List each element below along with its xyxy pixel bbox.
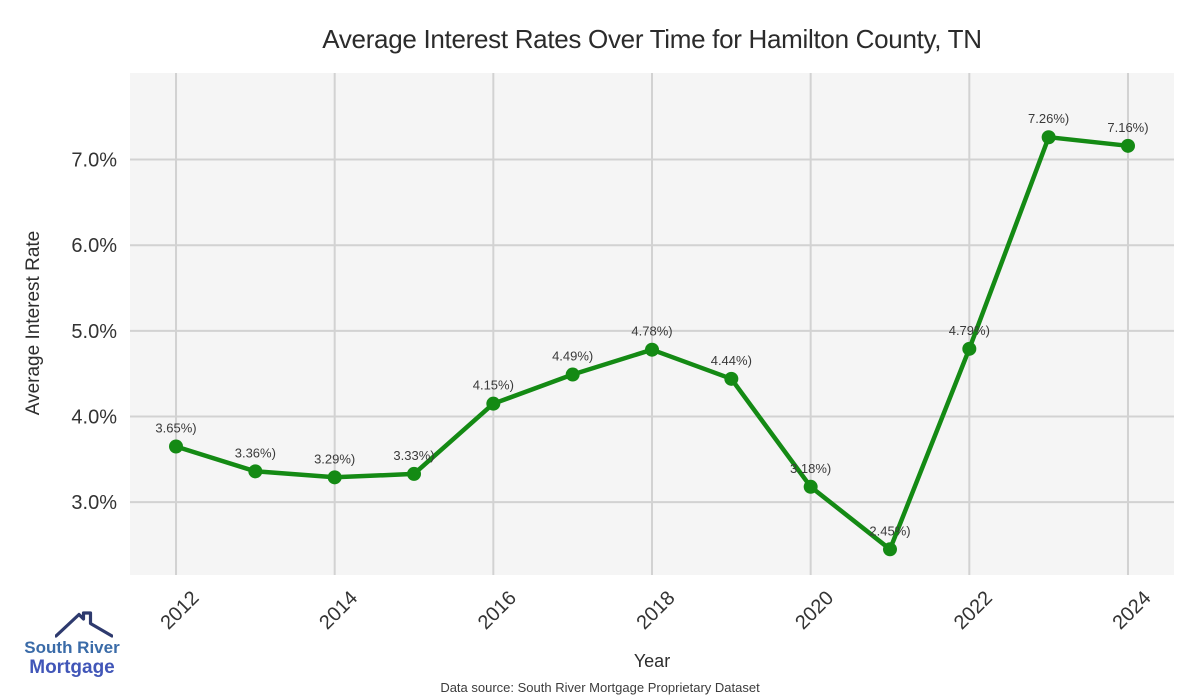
logo-text-line2: Mortgage [29, 656, 115, 678]
data-point-label-2023: 7.26%) [1028, 111, 1069, 126]
logo-text-line1: South River [24, 638, 120, 657]
x-tick-label-2014: 2014 [315, 587, 362, 634]
data-point-2023 [1041, 130, 1056, 145]
data-point-label-2022: 4.79%) [949, 323, 990, 338]
data-point-label-2014: 3.29%) [314, 451, 355, 466]
data-point-2022 [962, 341, 977, 356]
y-tick-label-7.0%: 7.0% [71, 150, 117, 172]
x-axis-title: Year [633, 651, 671, 671]
data-point-label-2017: 4.49%) [552, 349, 593, 364]
logo: South River Mortgage [22, 611, 122, 678]
house-roof-path [55, 611, 113, 638]
x-tick-label-2024: 2024 [1109, 587, 1156, 634]
x-tick-label-2012: 2012 [157, 587, 204, 634]
footer-datasource: Data source: South River Mortgage Propri… [440, 680, 760, 695]
data-point-label-2016: 4.15%) [473, 378, 514, 393]
y-tick-label-4.0%: 4.0% [71, 407, 117, 429]
data-point-label-2021: 2.45%) [869, 523, 910, 538]
data-point-2014 [327, 470, 342, 485]
y-tick-label-6.0%: 6.0% [71, 235, 117, 257]
data-point-label-2019: 4.44%) [711, 353, 752, 368]
x-tick-label-2020: 2020 [791, 587, 838, 634]
data-point-2018 [645, 342, 659, 357]
data-point-2020 [803, 479, 818, 494]
data-point-2015 [407, 466, 422, 481]
x-tick-label-2018: 2018 [633, 587, 680, 634]
data-point-label-2020: 3.18%) [790, 461, 831, 476]
data-point-2017 [565, 367, 580, 382]
house-roof-icon [55, 611, 113, 638]
y-tick-label-3.0%: 3.0% [71, 492, 117, 514]
y-tick-label-5.0%: 5.0% [71, 321, 117, 343]
data-point-label-2024: 7.16%) [1107, 120, 1148, 135]
chart-title: Average Interest Rates Over Time for Ham… [322, 24, 982, 54]
data-point-2024 [1120, 138, 1135, 153]
data-point-label-2012: 3.65%) [155, 421, 196, 436]
data-point-label-2018: 4.78%) [631, 324, 672, 339]
data-point-label-2015: 3.33%) [393, 448, 434, 463]
data-point-2012 [169, 439, 184, 454]
x-tick-label-2016: 2016 [474, 587, 521, 634]
data-point-2019 [724, 371, 739, 386]
data-point-2016 [486, 396, 501, 411]
x-tick-label-2022: 2022 [950, 587, 997, 634]
y-axis-title: Average Interest Rate [23, 230, 44, 416]
data-point-2013 [248, 464, 263, 479]
data-point-2021 [882, 542, 897, 557]
data-point-label-2013: 3.36%) [235, 445, 276, 460]
